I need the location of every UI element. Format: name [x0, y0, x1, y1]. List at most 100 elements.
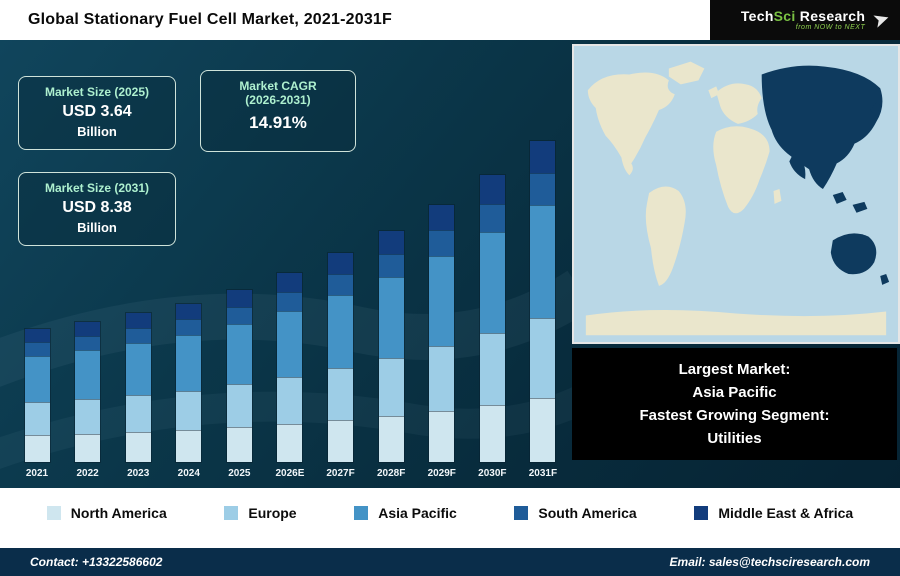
bar-segment-asia-pacific [226, 324, 252, 385]
market-size-2031-unit: Billion [77, 220, 117, 235]
bar-column-2022: 2022 [65, 321, 111, 482]
bar-segment-south-america [429, 230, 455, 257]
legend-item-middle-east-africa: Middle East & Africa [694, 505, 853, 521]
x-axis-label-2031F: 2031F [528, 468, 558, 479]
bar-segment-asia-pacific [176, 335, 202, 391]
footer-bar: Contact: +13322586602 Email: sales@techs… [0, 548, 900, 576]
contact-phone: Contact: +13322586602 [30, 555, 163, 569]
logo-tagline: from NOW to NEXT [795, 23, 866, 31]
bar-segment-north-america [75, 433, 101, 462]
x-axis-label-2028F: 2028F [376, 468, 406, 479]
x-axis-label-2026E: 2026E [275, 468, 305, 479]
logo-text: TechSci Research from NOW to NEXT [741, 9, 865, 31]
x-axis-label-2022: 2022 [76, 468, 99, 479]
legend-swatch-middle-east-africa [694, 506, 709, 520]
bar-segment-middle-east-africa [429, 205, 455, 231]
bar-segment-middle-east-africa [328, 253, 354, 275]
bar-segment-south-america [125, 327, 151, 343]
bar-segment-middle-east-africa [75, 322, 101, 337]
logo-part-tech: Tech [740, 7, 774, 24]
logo-wordmark: TechSci Research [741, 9, 865, 24]
bar-segment-asia-pacific [24, 355, 50, 403]
stacked-bar-2028F [377, 230, 405, 463]
bar-segment-north-america [479, 404, 505, 462]
bar-segment-europe [277, 376, 303, 424]
market-cagr-value: 14.91% [249, 113, 307, 132]
bar-segment-middle-east-africa [125, 313, 151, 328]
bar-segment-middle-east-africa [530, 141, 556, 174]
market-size-2031-value: USD 8.38 [62, 199, 132, 216]
bar-column-2024: 2024 [166, 303, 212, 482]
market-size-2025-value: USD 3.64 [62, 103, 132, 120]
bar-segment-middle-east-africa [226, 290, 252, 308]
bar-segment-south-america [226, 307, 252, 325]
largest-market-heading: Largest Market: [678, 360, 791, 378]
bar-segment-asia-pacific [328, 295, 354, 369]
stacked-bar-2031F [529, 140, 557, 463]
bar-segment-south-america [24, 342, 50, 356]
bar-column-2025: 2025 [216, 289, 262, 482]
bar-chart: 2021 2022 2023 2024 2025 2026E 2027F 2028F 2029F… [14, 54, 566, 482]
stacked-bar-2023 [124, 312, 152, 463]
bar-segment-south-america [530, 173, 556, 206]
bar-segment-north-america [378, 415, 404, 462]
largest-market-value: Asia Pacific [692, 383, 777, 401]
bar-segment-north-america [226, 427, 252, 462]
bar-column-2031F: 2031F [520, 140, 566, 482]
bar-segment-asia-pacific [75, 350, 101, 399]
x-axis-label-2023: 2023 [127, 468, 150, 479]
fastest-segment-value: Utilities [707, 430, 762, 448]
chart-area-background: Market Size (2025) USD 3.64 Billion Mark… [0, 40, 900, 488]
legend-item-south-america: South America [514, 505, 637, 521]
bar-segment-asia-pacific [530, 205, 556, 318]
logo-part-research: Research [795, 7, 866, 24]
stacked-bar-2025 [225, 289, 253, 463]
market-size-2025-unit: Billion [77, 124, 117, 139]
bar-segment-europe [479, 333, 505, 405]
bar-segment-north-america [429, 410, 455, 462]
bar-column-2028F: 2028F [368, 230, 414, 482]
bar-segment-north-america [277, 423, 303, 462]
x-axis-label-2025: 2025 [228, 468, 251, 479]
legend-label-europe: Europe [248, 505, 297, 521]
legend-swatch-south-america [514, 506, 529, 520]
bar-segment-asia-pacific [429, 256, 455, 347]
chart-legend: North America Europe Asia Pacific South … [0, 488, 900, 548]
x-axis-label-2030F: 2030F [478, 468, 507, 479]
legend-item-north-america: North America [46, 505, 167, 521]
x-axis-label-2027F: 2027F [326, 468, 355, 479]
stacked-bar-2021 [23, 328, 51, 463]
bar-segment-europe [226, 384, 252, 428]
bar-segment-europe [530, 317, 556, 398]
bar-segment-north-america [125, 432, 151, 462]
page-title: Global Stationary Fuel Cell Market, 2021… [28, 11, 392, 28]
contact-email: Email: sales@techsciresearch.com [669, 555, 870, 569]
legend-swatch-asia-pacific [354, 506, 369, 520]
legend-item-asia-pacific: Asia Pacific [354, 505, 457, 521]
x-axis-label-2021: 2021 [25, 468, 49, 479]
bar-segment-europe [378, 357, 404, 416]
bar-column-2021: 2021 [14, 328, 60, 482]
bar-segment-middle-east-africa [378, 231, 404, 254]
logo-part-sci: Sci [773, 7, 796, 24]
bar-segment-south-america [75, 336, 101, 351]
bar-segment-south-america [479, 203, 505, 233]
stacked-bar-2026E [276, 272, 304, 463]
techsci-logo: TechSci Research from NOW to NEXT ➤ [710, 0, 900, 40]
x-axis-label-2029F: 2029F [427, 468, 456, 479]
market-cagr-label-line1: Market CAGR [239, 79, 317, 93]
bar-segment-north-america [328, 420, 354, 462]
bar-segment-europe [75, 398, 101, 434]
title-bar: Global Stationary Fuel Cell Market, 2021… [0, 0, 900, 40]
bar-segment-europe [328, 368, 354, 421]
bar-segment-europe [176, 390, 202, 431]
logo-arrow-icon: ➤ [870, 6, 893, 34]
x-axis-label-2024: 2024 [177, 468, 200, 479]
legend-swatch-north-america [46, 506, 61, 520]
bar-segment-south-america [176, 319, 202, 336]
legend-swatch-europe [224, 506, 239, 520]
legend-label-north-america: North America [70, 505, 167, 521]
bar-segment-europe [24, 402, 50, 436]
bar-segment-north-america [176, 430, 202, 462]
